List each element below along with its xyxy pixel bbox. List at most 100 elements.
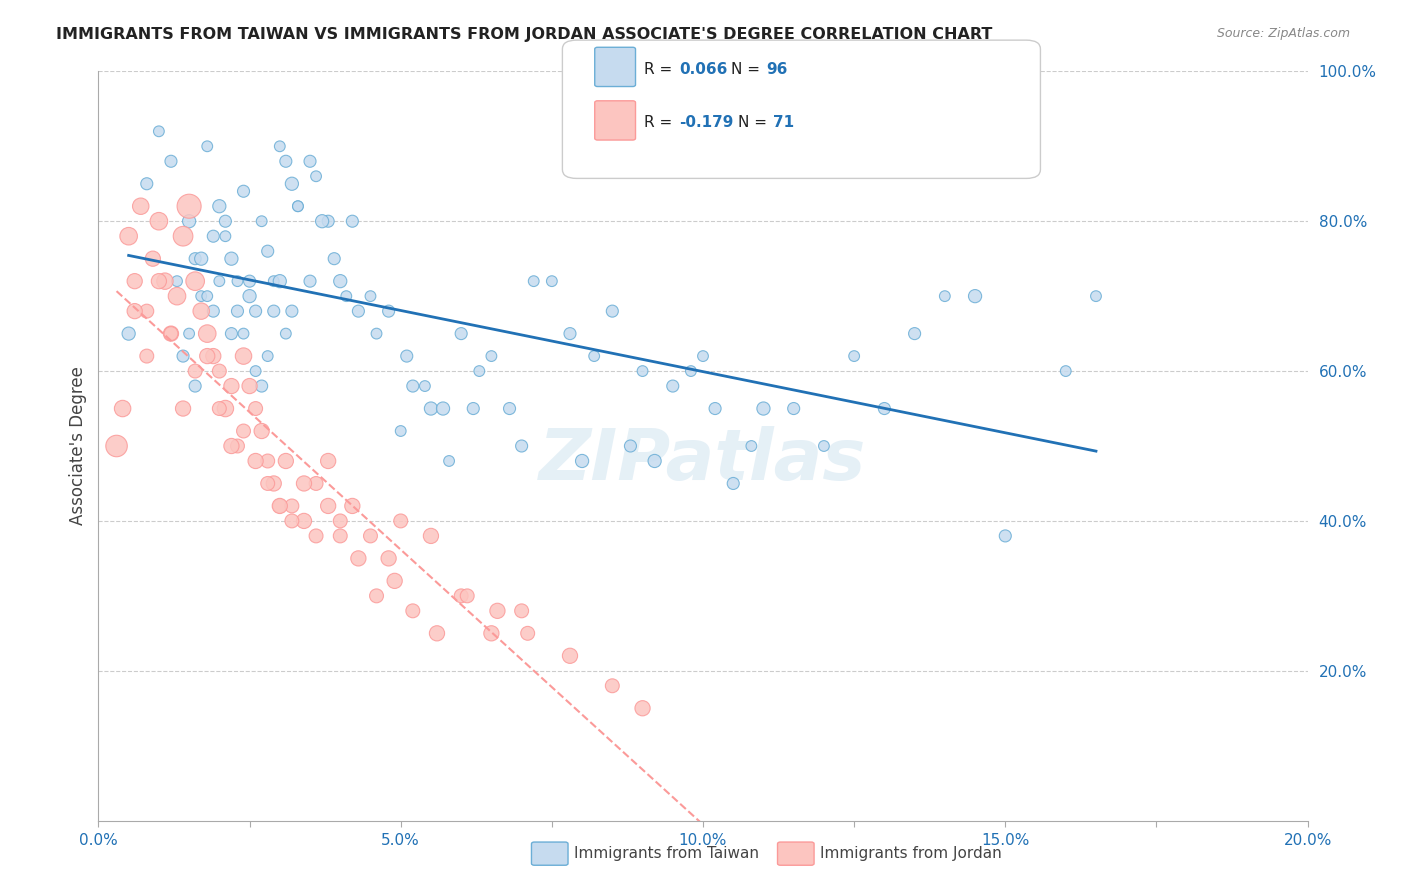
Point bbox=[221, 439, 243, 453]
Point bbox=[221, 379, 243, 393]
Point bbox=[281, 177, 304, 191]
Text: Immigrants from Jordan: Immigrants from Jordan bbox=[820, 847, 1001, 861]
Point bbox=[631, 701, 654, 715]
Point bbox=[179, 326, 201, 341]
Point bbox=[208, 401, 231, 416]
Point bbox=[335, 289, 357, 303]
Point bbox=[202, 304, 225, 318]
Point bbox=[813, 439, 835, 453]
Point bbox=[195, 326, 218, 341]
Point bbox=[142, 252, 165, 266]
Point bbox=[226, 274, 249, 288]
Point bbox=[232, 424, 254, 438]
Point bbox=[704, 401, 727, 416]
Text: R =: R = bbox=[644, 115, 678, 129]
Point bbox=[463, 401, 485, 416]
Point bbox=[342, 214, 364, 228]
Point bbox=[245, 364, 267, 378]
Point bbox=[481, 349, 503, 363]
Point bbox=[190, 252, 212, 266]
Point bbox=[377, 551, 399, 566]
Point bbox=[316, 454, 339, 468]
Point bbox=[468, 364, 491, 378]
Point bbox=[245, 454, 267, 468]
Text: -0.179: -0.179 bbox=[679, 115, 734, 129]
Point bbox=[195, 289, 218, 303]
Point bbox=[360, 529, 382, 543]
Point bbox=[347, 304, 370, 318]
Point bbox=[274, 454, 297, 468]
Point bbox=[420, 401, 443, 416]
Point bbox=[510, 439, 533, 453]
Point bbox=[486, 604, 509, 618]
Point bbox=[281, 499, 304, 513]
Point bbox=[256, 476, 278, 491]
Point bbox=[129, 199, 152, 213]
Point bbox=[299, 154, 322, 169]
Point bbox=[232, 349, 254, 363]
Point bbox=[250, 379, 273, 393]
Point bbox=[389, 424, 412, 438]
Point bbox=[1085, 289, 1108, 303]
Point bbox=[692, 349, 714, 363]
Point bbox=[377, 304, 399, 318]
Text: 96: 96 bbox=[766, 62, 787, 77]
Point bbox=[256, 349, 278, 363]
Point bbox=[523, 274, 546, 288]
Point bbox=[250, 214, 273, 228]
Point bbox=[661, 379, 683, 393]
Point bbox=[184, 379, 207, 393]
Point bbox=[166, 274, 188, 288]
Point bbox=[160, 154, 183, 169]
Y-axis label: Associate's Degree: Associate's Degree bbox=[69, 367, 87, 525]
Text: Source: ZipAtlas.com: Source: ZipAtlas.com bbox=[1216, 27, 1350, 40]
Point bbox=[184, 364, 207, 378]
Point bbox=[274, 326, 297, 341]
Point bbox=[166, 289, 188, 303]
Point bbox=[389, 514, 412, 528]
Text: R =: R = bbox=[644, 62, 678, 77]
Point bbox=[329, 274, 352, 288]
Text: 71: 71 bbox=[773, 115, 794, 129]
Point bbox=[263, 274, 285, 288]
Point bbox=[329, 529, 352, 543]
Point bbox=[571, 454, 593, 468]
Point bbox=[214, 214, 236, 228]
Point bbox=[269, 499, 291, 513]
Point bbox=[208, 274, 231, 288]
Point bbox=[402, 604, 425, 618]
Point bbox=[602, 679, 624, 693]
Point bbox=[498, 401, 520, 416]
Point bbox=[316, 214, 339, 228]
Text: ZIPatlas: ZIPatlas bbox=[540, 426, 866, 495]
Text: IMMIGRANTS FROM TAIWAN VS IMMIGRANTS FROM JORDAN ASSOCIATE'S DEGREE CORRELATION : IMMIGRANTS FROM TAIWAN VS IMMIGRANTS FRO… bbox=[56, 27, 993, 42]
Point bbox=[1054, 364, 1077, 378]
Point bbox=[256, 454, 278, 468]
Point bbox=[232, 184, 254, 198]
Point bbox=[934, 289, 956, 303]
Point bbox=[195, 349, 218, 363]
Point bbox=[402, 379, 425, 393]
Point bbox=[208, 199, 231, 213]
Point bbox=[395, 349, 418, 363]
Point bbox=[281, 514, 304, 528]
Point bbox=[232, 326, 254, 341]
Point bbox=[644, 454, 666, 468]
Point bbox=[783, 401, 806, 416]
Point bbox=[323, 252, 346, 266]
Point bbox=[172, 401, 194, 416]
Point bbox=[111, 401, 134, 416]
Point bbox=[135, 177, 157, 191]
Point bbox=[329, 514, 352, 528]
Point bbox=[124, 274, 146, 288]
Point bbox=[148, 124, 170, 138]
Point bbox=[160, 326, 183, 341]
Point bbox=[602, 304, 624, 318]
Point bbox=[190, 304, 212, 318]
Point bbox=[226, 439, 249, 453]
Point bbox=[366, 326, 388, 341]
Point bbox=[135, 349, 157, 363]
Point bbox=[184, 274, 207, 288]
Point bbox=[432, 401, 454, 416]
Text: N =: N = bbox=[731, 62, 765, 77]
